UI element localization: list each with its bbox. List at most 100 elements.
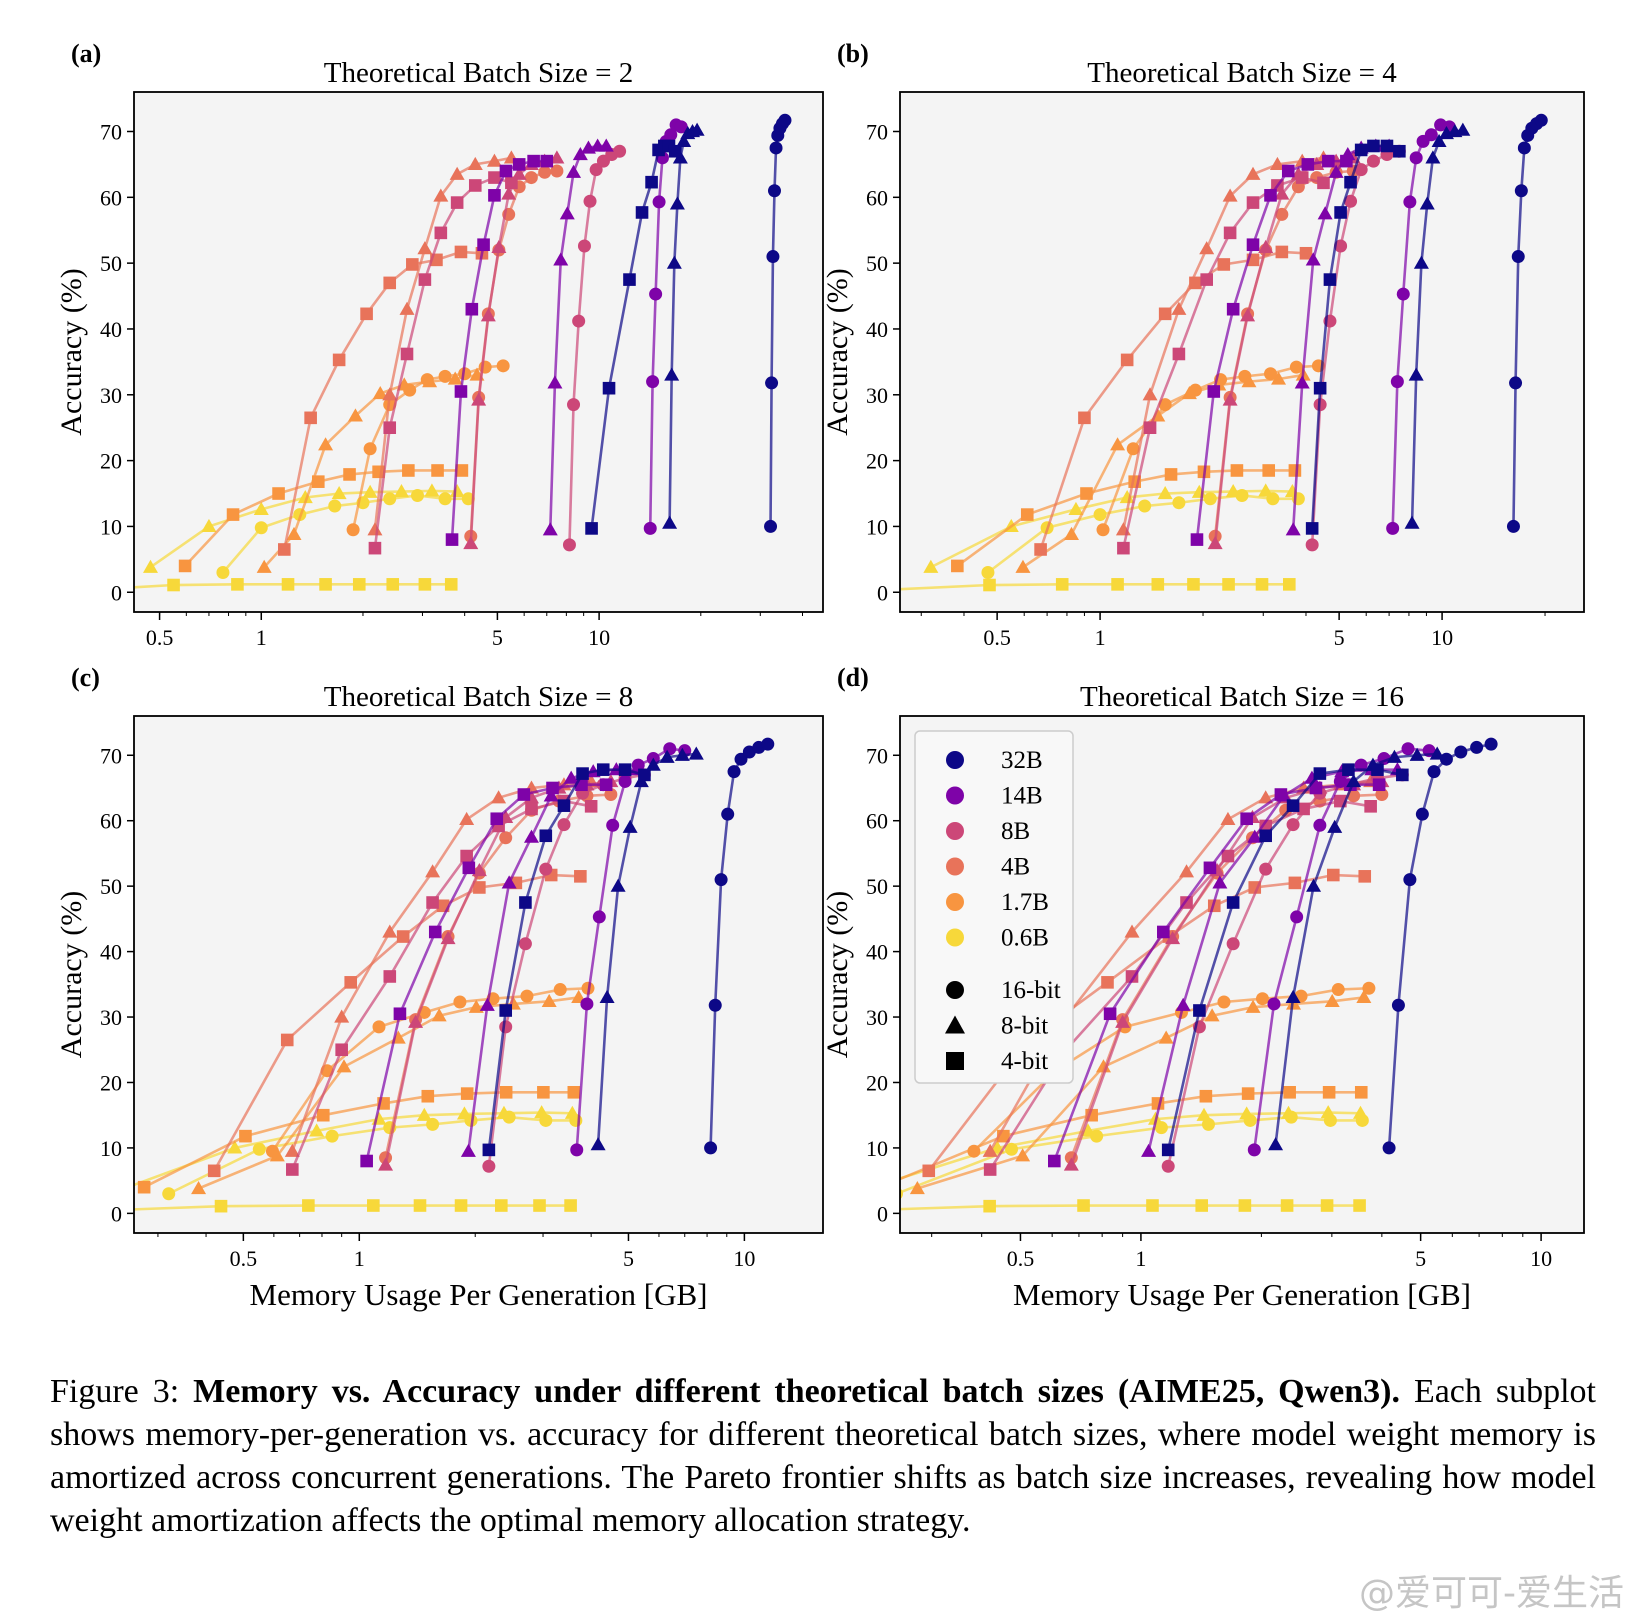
point-14B-16-bit	[618, 774, 632, 788]
point-32B-4-bit	[668, 144, 682, 158]
point-8B-4-bit	[1297, 802, 1310, 816]
point-8B-16-bit	[518, 937, 532, 951]
figure: (a)Theoretical Batch Size = 201020304050…	[55, 39, 1585, 1312]
panel-title: Theoretical Batch Size = 4	[1087, 57, 1397, 89]
point-8B-8-bit	[471, 862, 487, 877]
y-tick-label: 10	[866, 1136, 888, 1161]
x-tick-label: 0.5	[146, 625, 174, 650]
point-8B-16-bit	[482, 1159, 496, 1173]
legend-label-8-bit: 8-bit	[1001, 1013, 1048, 1040]
point-1.7B-4-bit	[272, 487, 285, 500]
point-32B-4-bit	[1226, 896, 1240, 909]
point-14B-8-bit	[460, 1143, 476, 1157]
point-14B-4-bit	[599, 778, 613, 792]
point-1.7B-4-bit	[137, 1180, 151, 1194]
point-0.6B-8-bit	[143, 559, 159, 573]
point-0.6B-16-bit	[1172, 496, 1186, 510]
point-8B-8-bit	[408, 1014, 424, 1028]
x-tick-label: 0.5	[230, 1246, 258, 1271]
point-4B-4-bit	[1288, 876, 1302, 890]
legend-marker-16-bit	[946, 981, 964, 999]
point-0.6B-8-bit	[1320, 1105, 1336, 1119]
point-32B-4-bit	[557, 799, 571, 812]
point-0.6B-4-bit	[845, 1204, 858, 1217]
point-32B-8-bit	[1431, 133, 1447, 147]
point-1.7B-16-bit	[1096, 523, 1110, 537]
point-8B-4-bit	[468, 179, 482, 192]
x-tick-label: 1	[354, 1246, 365, 1271]
point-1.7B-4-bit	[499, 1085, 513, 1099]
point-1.7B-8-bit	[1324, 993, 1340, 1007]
point-14B-8-bit	[572, 147, 588, 161]
point-1.7B-16-bit	[1264, 367, 1278, 381]
point-0.6B-8-bit	[424, 483, 440, 497]
point-32B-8-bit	[666, 255, 682, 269]
point-0.6B-16-bit	[162, 1187, 176, 1201]
point-4B-4-bit	[1299, 246, 1313, 260]
legend-swatch-14B	[946, 786, 964, 805]
watermark: @爱可可-爱生活	[1359, 1573, 1624, 1614]
point-32B-4-bit	[1393, 144, 1406, 158]
point-4B-16-bit	[604, 788, 618, 802]
point-1.7B-16-bit	[520, 989, 534, 1003]
point-32B-16-bit	[1382, 1141, 1396, 1155]
x-tick-label: 5	[492, 625, 503, 650]
caption-prefix: Figure 3:	[50, 1373, 194, 1410]
point-14B-8-bit	[559, 206, 575, 220]
point-8B-16-bit	[1226, 937, 1240, 951]
point-1.7B-16-bit	[1362, 981, 1376, 995]
point-0.6B-16-bit	[325, 1129, 339, 1143]
point-32B-8-bit	[1268, 1137, 1284, 1151]
point-32B-16-bit	[1506, 519, 1520, 533]
point-0.6B-4-bit	[454, 1199, 468, 1212]
point-8B-4-bit	[1223, 226, 1237, 240]
point-8B-4-bit	[450, 196, 464, 209]
plot-area	[134, 92, 823, 612]
series-group	[134, 113, 792, 592]
point-14B-8-bit	[1175, 997, 1191, 1011]
point-1.7B-4-bit	[1080, 487, 1093, 500]
point-32B-4-bit	[1380, 139, 1394, 153]
point-0.6B-8-bit	[534, 1105, 550, 1119]
point-0.6B-4-bit	[983, 1199, 996, 1213]
point-0.6B-16-bit	[254, 521, 268, 535]
point-14B-4-bit	[428, 925, 442, 939]
point-0.6B-4-bit	[1280, 1199, 1294, 1212]
point-14B-4-bit	[1274, 788, 1288, 801]
point-14B-8-bit	[547, 375, 563, 389]
point-14B-16-bit	[1409, 151, 1423, 165]
x-tick-label: 10	[1431, 625, 1453, 650]
point-8B-16-bit	[1259, 862, 1273, 876]
point-4B-4-bit	[1217, 258, 1231, 271]
legend-swatch-0.6B	[946, 928, 964, 947]
panel-label: (b)	[837, 39, 869, 68]
y-tick-label: 30	[100, 1005, 122, 1030]
point-8B-8-bit	[480, 308, 496, 322]
point-4B-4-bit	[396, 930, 410, 943]
point-32B-16-bit	[704, 1141, 718, 1155]
point-0.6B-8-bit	[331, 486, 347, 500]
point-1.7B-4-bit	[239, 1129, 252, 1143]
point-8B-8-bit	[1207, 536, 1223, 550]
point-8B-4-bit	[584, 800, 598, 813]
point-8B-8-bit	[1063, 1157, 1079, 1171]
point-0.6B-8-bit	[449, 484, 465, 498]
point-32B-4-bit	[585, 522, 598, 535]
point-14B-8-bit	[479, 997, 495, 1011]
panel-c: (c)Theoretical Batch Size = 801020304050…	[55, 663, 824, 1312]
x-axis-label: Memory Usage Per Generation [GB]	[1013, 1277, 1471, 1312]
y-axis-label: Accuracy (%)	[55, 268, 88, 435]
point-0.6B-16-bit	[1138, 499, 1152, 513]
point-0.6B-4-bit	[167, 578, 180, 592]
plot-frame	[899, 91, 1585, 613]
point-4B-8-bit	[433, 188, 449, 202]
point-14B-8-bit	[1328, 164, 1344, 178]
point-0.6B-8-bit	[201, 518, 217, 533]
legend-label-16-bit: 16-bit	[1001, 977, 1061, 1004]
point-32B-8-bit	[599, 989, 615, 1004]
point-8B-4-bit	[426, 896, 439, 909]
point-0.6B-8-bit	[923, 559, 939, 573]
point-0.6B-8-bit	[1068, 501, 1084, 515]
point-1.7B-4-bit	[874, 1181, 887, 1194]
point-0.6B-8-bit	[1080, 1123, 1096, 1137]
